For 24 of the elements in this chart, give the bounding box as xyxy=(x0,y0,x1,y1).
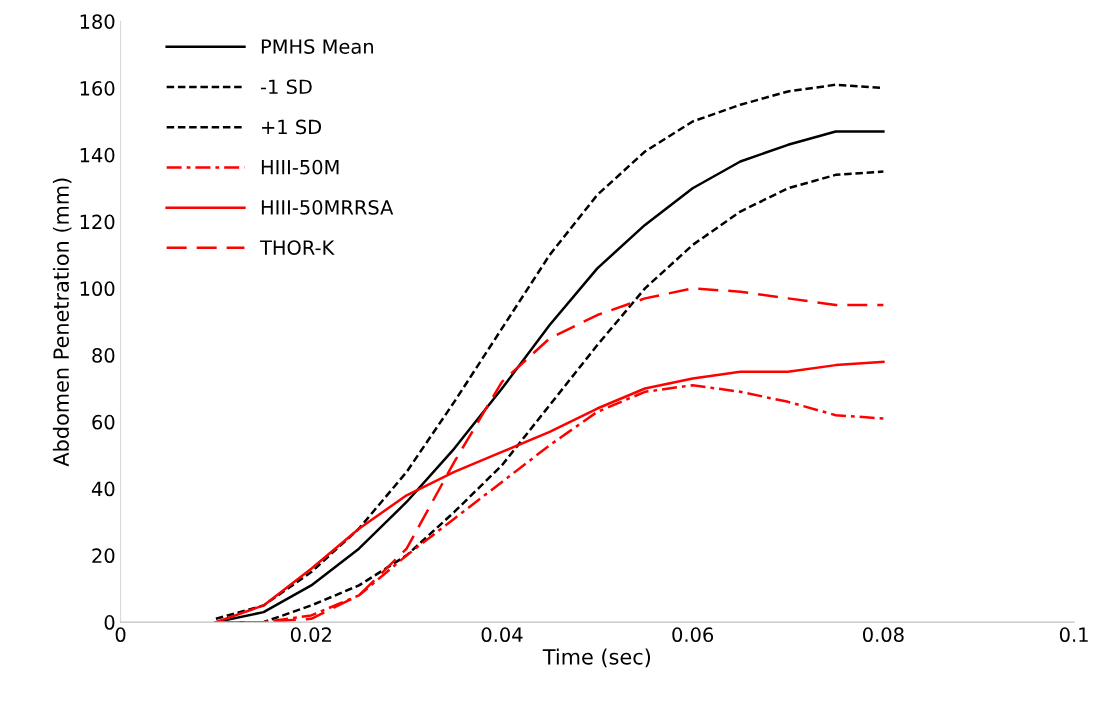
x-tick-label: 0.04 xyxy=(481,627,523,643)
y-axis-title: Abdomen Penetration (mm) xyxy=(52,178,72,467)
legend-label: PMHS Mean xyxy=(261,39,373,54)
x-tick-label: 0 xyxy=(115,627,126,643)
x-axis-title: Time (sec) xyxy=(542,648,651,668)
y-tick-label: 180 xyxy=(80,14,115,29)
legend-label: +1 SD xyxy=(262,119,322,135)
y-tick-label: 0 xyxy=(104,615,115,630)
y-tick-label: 40 xyxy=(91,481,115,497)
y-tick-label: 60 xyxy=(92,414,115,430)
y-tick-label: 80 xyxy=(92,348,115,363)
x-tick-label: 0.1 xyxy=(1059,627,1088,643)
y-tick-label: 100 xyxy=(80,281,115,297)
x-tick-label: 0.06 xyxy=(672,627,714,643)
legend-label: HIII-50M xyxy=(261,159,339,175)
y-tick-label: 20 xyxy=(92,548,115,564)
y-tick-label: 120 xyxy=(80,214,115,230)
y-tick-label: 160 xyxy=(80,81,115,96)
legend-label: HIII-50MRRSA xyxy=(261,200,394,215)
y-tick-label: 140 xyxy=(80,147,115,163)
legend-label: THOR-K xyxy=(259,240,335,255)
legend-label: -1 SD xyxy=(260,79,312,95)
x-tick-label: 0.02 xyxy=(290,627,331,643)
x-tick-label: 0.08 xyxy=(863,627,904,643)
